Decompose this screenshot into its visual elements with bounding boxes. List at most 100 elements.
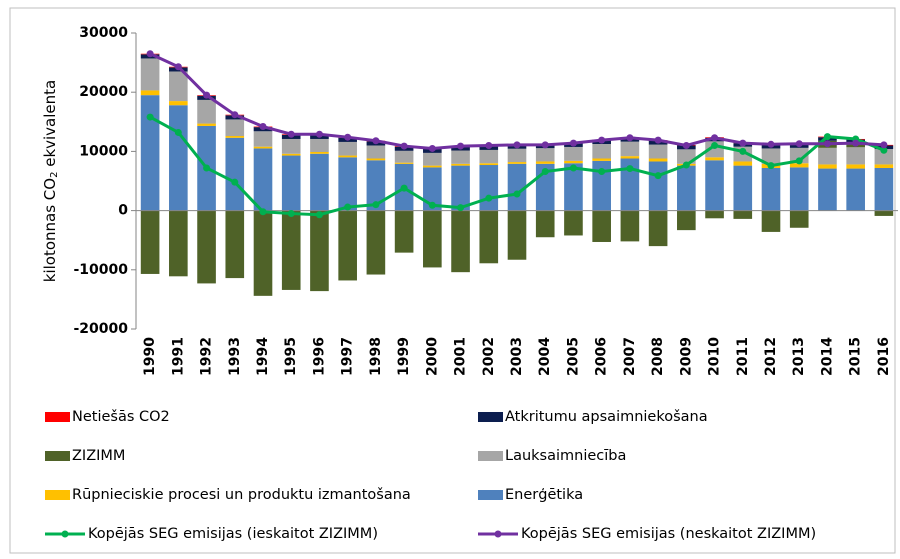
x-tick-label: 1999: [396, 337, 412, 376]
x-tick-label: 2000: [424, 337, 440, 376]
point: [739, 139, 747, 147]
bar-segment: [507, 148, 527, 163]
point: [513, 141, 521, 149]
point: [767, 140, 775, 148]
point: [428, 144, 436, 152]
point: [231, 178, 239, 186]
x-tick-label: 2009: [678, 337, 694, 376]
bar-segment: [846, 147, 865, 165]
bar-segment: [310, 153, 329, 211]
bar-segment: [366, 158, 386, 161]
bar-segment: [140, 95, 160, 211]
x-tick-label: 1992: [199, 337, 215, 376]
point: [203, 91, 211, 99]
bar-segment: [479, 149, 499, 164]
bar-segment: [338, 141, 357, 156]
bar-segment: [592, 158, 611, 161]
x-tick-label: 1995: [283, 337, 299, 376]
bar-segment: [789, 167, 809, 211]
chart-frame: [9, 7, 896, 554]
bar-segment: [310, 138, 329, 152]
bar-segment: [846, 164, 865, 169]
bar-segment: [874, 149, 894, 165]
point: [823, 133, 831, 141]
bar-segment: [451, 163, 470, 166]
x-tick-label: 2002: [481, 337, 497, 376]
bar-segment: [620, 156, 640, 159]
legend-label: Kopējās SEG emisijas (neskaitot ZIZIMM): [521, 526, 816, 542]
y-tick-label: 0: [118, 203, 128, 219]
point: [541, 141, 549, 149]
x-tick-label: 2011: [735, 337, 751, 376]
y-tick-label: 30000: [79, 25, 128, 41]
bar-segment: [874, 210, 894, 216]
point: [344, 133, 352, 141]
bar-segment: [620, 141, 640, 157]
bar-segment: [281, 153, 301, 156]
bar-segment: [789, 163, 809, 168]
y-label-text: ekvivalenta: [41, 80, 59, 172]
bar-segment: [677, 165, 696, 211]
bar-segment: [761, 167, 781, 211]
bar-segment: [592, 144, 611, 159]
point: [287, 130, 295, 138]
bar-segment: [507, 163, 527, 211]
bar-segment: [366, 160, 386, 211]
point: [711, 141, 719, 149]
bar-segment: [281, 210, 301, 290]
x-tick-label: 2016: [876, 337, 892, 376]
bar-segment: [761, 148, 781, 164]
point: [711, 134, 719, 142]
bar-segment: [818, 168, 837, 211]
bar-segment: [564, 210, 583, 236]
point: [767, 162, 775, 170]
bar-segment: [225, 137, 245, 211]
x-tick-label: 1993: [227, 337, 243, 376]
bar-segment: [620, 210, 640, 242]
bar-segment: [169, 71, 188, 102]
bar-segment: [874, 167, 894, 211]
bar-segment: [423, 210, 442, 268]
y-tick-label: 10000: [79, 143, 128, 159]
bar-segment: [225, 136, 245, 138]
bar-segment: [451, 165, 470, 211]
bar-segment: [507, 210, 527, 260]
bar-segment: [705, 157, 724, 161]
bar-segment: [281, 155, 301, 211]
bar-segment: [338, 210, 357, 281]
bar-segment: [648, 161, 668, 211]
bar-segment: [310, 210, 329, 292]
point: [541, 168, 549, 176]
bar-segment: [140, 58, 160, 91]
point: [569, 139, 577, 147]
point: [146, 113, 154, 121]
bar-segment: [733, 165, 753, 211]
bar-segment: [535, 161, 555, 164]
bar-segment: [197, 99, 216, 124]
point: [682, 141, 690, 149]
bar-segment: [366, 210, 386, 275]
point: [823, 140, 831, 148]
point: [852, 139, 860, 147]
point: [259, 123, 267, 131]
bar-segment: [451, 150, 470, 164]
legend-label: Kopējās SEG emisijas (ieskaitot ZIZIMM): [88, 526, 378, 542]
x-tick-label: 2015: [848, 337, 864, 376]
x-tick-label: 2004: [537, 337, 553, 376]
point: [146, 50, 154, 58]
bar-segment: [564, 163, 583, 211]
bar-segment: [874, 164, 894, 168]
bar-segment: [394, 150, 414, 163]
bar-segment: [761, 210, 781, 232]
bar-segment: [423, 167, 442, 211]
point: [485, 141, 493, 149]
bar-segment: [225, 210, 245, 279]
bar-segment: [648, 158, 668, 162]
bar-segment: [253, 148, 273, 211]
x-tick-label: 1996: [311, 337, 327, 376]
bar-segment: [338, 157, 357, 211]
bar-segment: [507, 162, 527, 164]
bar-segment: [394, 210, 414, 253]
y-axis-label: kilotonnas CO2 ekvivalenta: [41, 80, 61, 282]
